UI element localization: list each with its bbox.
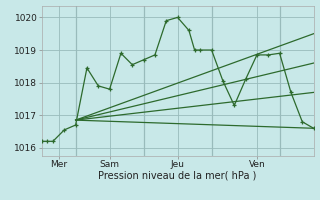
X-axis label: Pression niveau de la mer( hPa ): Pression niveau de la mer( hPa ) <box>99 171 257 181</box>
